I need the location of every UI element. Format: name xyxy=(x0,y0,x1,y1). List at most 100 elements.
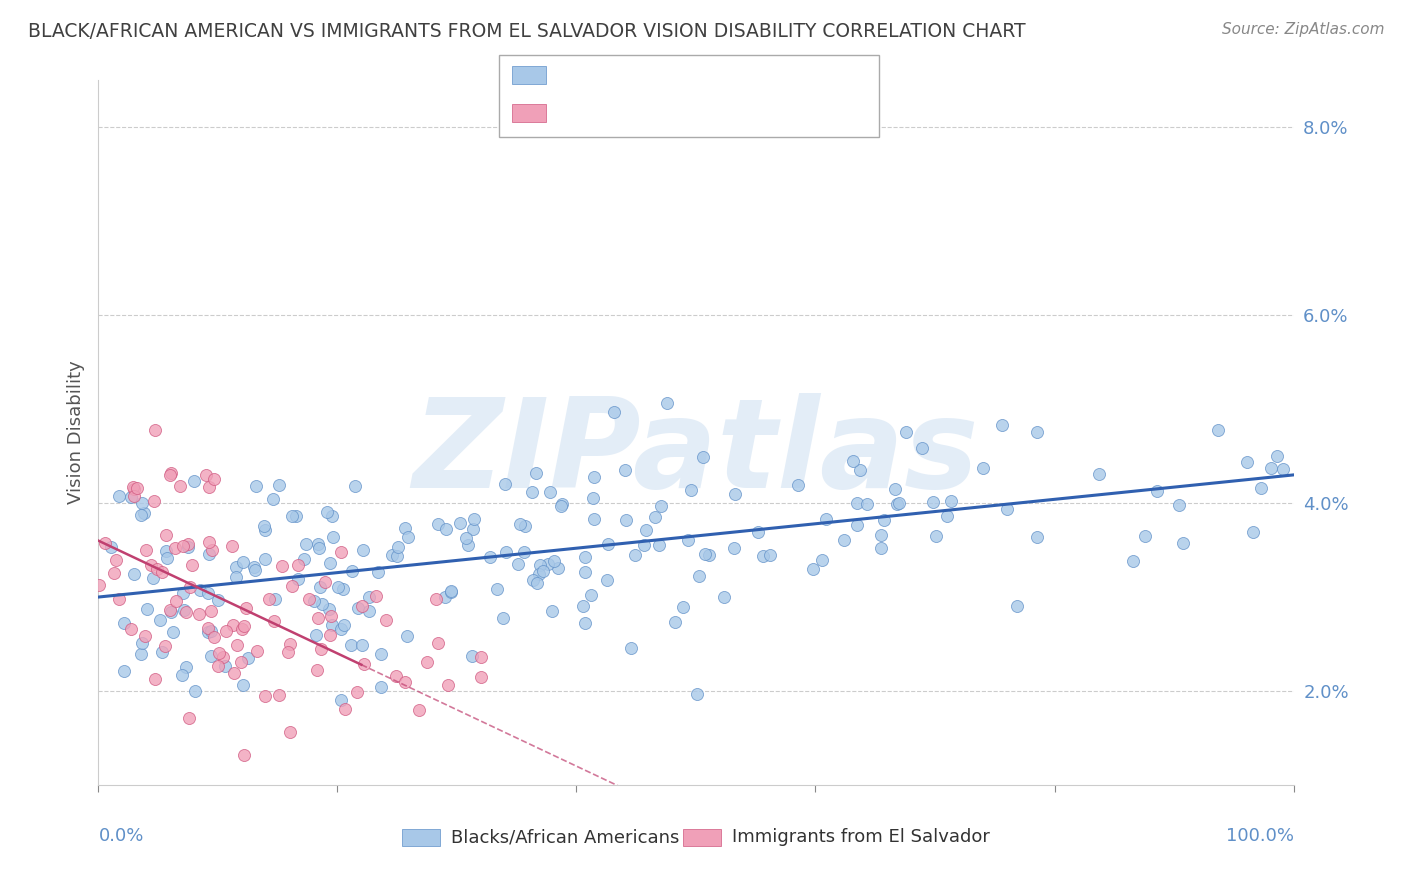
Point xyxy=(222,618,245,632)
Point xyxy=(172,539,194,553)
Point xyxy=(889,496,911,510)
Point xyxy=(242,560,264,574)
Point xyxy=(408,703,430,717)
Point xyxy=(478,550,501,565)
Point xyxy=(232,555,254,569)
Point xyxy=(657,396,679,410)
Point xyxy=(547,560,569,574)
Point xyxy=(319,609,342,624)
Point xyxy=(340,564,363,578)
Point xyxy=(526,467,548,481)
Point xyxy=(183,474,205,488)
Point xyxy=(245,479,267,493)
Point xyxy=(353,657,375,671)
Point xyxy=(574,565,596,579)
Point xyxy=(470,650,492,665)
Point xyxy=(122,482,145,496)
Point xyxy=(1168,498,1191,512)
Point xyxy=(132,506,155,520)
Point xyxy=(849,462,872,476)
Point xyxy=(318,556,340,570)
Point xyxy=(520,484,543,499)
Point xyxy=(495,544,517,558)
Point xyxy=(537,557,560,571)
Point xyxy=(122,567,145,582)
Point xyxy=(870,541,893,555)
Point xyxy=(664,615,686,629)
Point xyxy=(232,619,254,633)
Point xyxy=(1005,599,1028,613)
Text: N =: N = xyxy=(689,104,723,122)
Point xyxy=(595,574,617,588)
Point xyxy=(924,529,946,543)
Point xyxy=(195,468,218,483)
Point xyxy=(416,655,439,669)
Point xyxy=(181,558,204,572)
Text: R =: R = xyxy=(553,66,586,84)
Point xyxy=(697,548,720,562)
Point xyxy=(214,659,236,673)
Point xyxy=(620,640,643,655)
Point xyxy=(184,684,207,698)
Text: 0.0%: 0.0% xyxy=(98,827,143,846)
Point xyxy=(574,615,596,630)
Point xyxy=(550,499,572,513)
Point xyxy=(281,579,304,593)
Point xyxy=(315,504,337,518)
Point xyxy=(129,508,152,523)
Point xyxy=(318,602,340,616)
Text: 198: 198 xyxy=(745,66,783,84)
Point xyxy=(202,472,225,486)
Point xyxy=(346,685,368,699)
Point xyxy=(457,538,479,552)
Point xyxy=(357,604,380,618)
Point xyxy=(387,540,409,554)
Point xyxy=(226,638,249,652)
Point xyxy=(285,508,308,523)
Point xyxy=(396,629,419,643)
Point xyxy=(112,664,135,678)
Point xyxy=(995,501,1018,516)
Point xyxy=(427,516,450,531)
Point xyxy=(470,670,492,684)
Point xyxy=(179,711,201,725)
Point xyxy=(582,491,605,506)
Point xyxy=(121,480,143,494)
Point xyxy=(506,558,529,572)
Point xyxy=(681,483,703,498)
Point xyxy=(842,453,865,467)
Point xyxy=(309,580,332,594)
Point xyxy=(1272,462,1295,476)
Point xyxy=(238,650,260,665)
Text: 88: 88 xyxy=(745,104,770,122)
Point xyxy=(197,624,219,639)
Point xyxy=(522,573,544,587)
Point xyxy=(370,680,392,694)
Point xyxy=(149,613,172,627)
Point xyxy=(159,603,181,617)
Point xyxy=(129,647,152,661)
Point xyxy=(856,497,879,511)
Point xyxy=(103,566,125,580)
Point xyxy=(972,460,994,475)
Point xyxy=(624,548,647,562)
Point xyxy=(394,521,416,535)
Point xyxy=(614,463,637,477)
Point xyxy=(941,494,963,508)
Point xyxy=(870,527,893,541)
Point xyxy=(269,478,291,492)
Point xyxy=(200,624,222,638)
Point xyxy=(1146,484,1168,499)
Point xyxy=(330,544,353,558)
Point xyxy=(221,539,243,553)
Point xyxy=(648,538,671,552)
Point xyxy=(350,638,373,652)
Point xyxy=(352,599,374,613)
Point xyxy=(173,603,195,617)
Point xyxy=(159,606,181,620)
Text: Blacks/African Americans: Blacks/African Americans xyxy=(451,828,679,847)
Point xyxy=(231,622,253,636)
Point xyxy=(143,423,166,437)
Point xyxy=(1236,454,1258,468)
Point xyxy=(179,580,201,594)
